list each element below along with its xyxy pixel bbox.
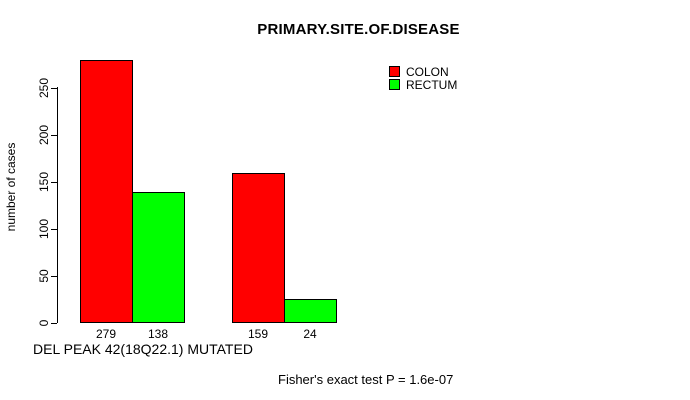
y-tick-mark [51, 135, 57, 136]
bar-value-label: 279 [95, 327, 117, 341]
y-axis-line [57, 87, 58, 323]
y-axis-title: number of cases [4, 142, 18, 232]
legend-swatch-rectum [389, 79, 400, 90]
y-tick-label: 0 [37, 319, 51, 327]
stats-annotation: Fisher's exact test P = 1.6e-07 [278, 372, 454, 387]
y-tick-label: 200 [37, 124, 51, 146]
legend-label-colon: COLON [406, 64, 449, 79]
y-tick-mark [51, 182, 57, 183]
legend: COLON RECTUM [389, 64, 458, 92]
bar-colon-group1 [80, 60, 133, 323]
x-axis-title: DEL PEAK 42(18Q22.1) MUTATED [33, 341, 253, 357]
bar-rectum-group1 [132, 192, 185, 323]
y-tick-label: 250 [37, 77, 51, 99]
bar-value-label: 24 [303, 327, 317, 341]
legend-swatch-colon [389, 66, 400, 77]
y-tick-label: 100 [37, 218, 51, 240]
bar-value-label: 138 [147, 327, 169, 341]
chart-title: PRIMARY.SITE.OF.DISEASE [257, 21, 460, 38]
legend-label-rectum: RECTUM [406, 77, 458, 92]
y-tick-label: 150 [37, 171, 51, 193]
y-tick-mark [51, 229, 57, 230]
y-tick-mark [51, 323, 57, 324]
legend-item-colon: COLON [389, 64, 457, 79]
bar-value-label: 159 [247, 327, 269, 341]
legend-item-rectum: RECTUM [389, 77, 458, 92]
bar-rectum-group2 [284, 299, 337, 323]
y-tick-mark [51, 276, 57, 277]
y-tick-label: 50 [37, 269, 51, 283]
y-tick-mark [51, 88, 57, 89]
bar-colon-group2 [232, 173, 285, 323]
